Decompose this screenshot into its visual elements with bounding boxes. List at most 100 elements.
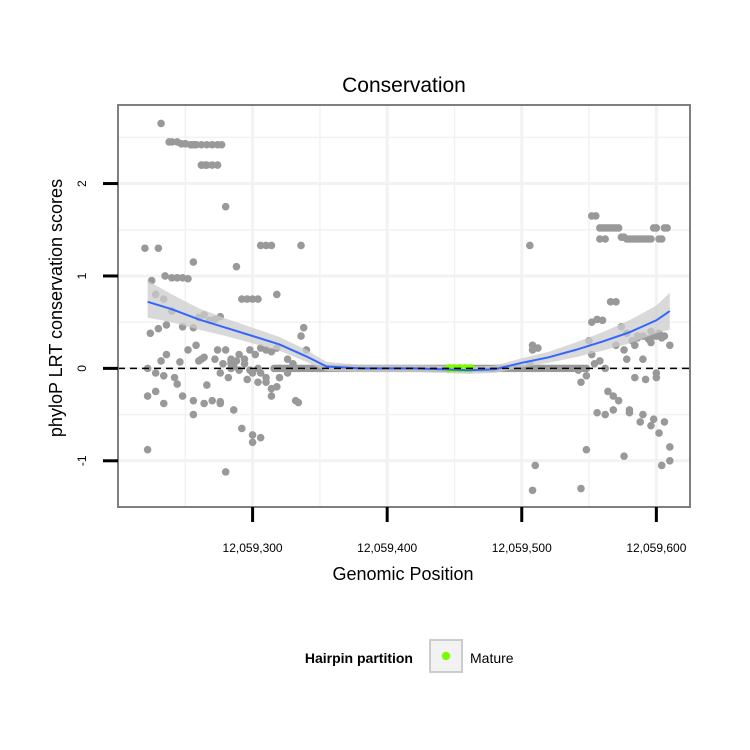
legend: Hairpin partition Mature	[305, 639, 514, 673]
data-point	[251, 350, 260, 359]
data-point	[636, 418, 645, 426]
data-point	[262, 241, 270, 250]
data-point	[641, 375, 650, 384]
data-point	[184, 346, 192, 354]
data-point	[168, 274, 176, 282]
data-point	[620, 452, 628, 460]
data-point	[217, 140, 226, 149]
x-axis-title: Genomic Position	[332, 564, 473, 584]
data-point	[162, 321, 171, 329]
data-point	[254, 295, 262, 303]
data-point	[232, 262, 241, 271]
data-point	[213, 346, 222, 354]
data-point	[622, 355, 631, 363]
panel-border	[117, 104, 691, 508]
data-point	[273, 383, 281, 391]
data-point	[168, 138, 176, 146]
legend-key-mature-dot	[441, 651, 451, 661]
data-point	[639, 410, 647, 419]
data-point	[299, 323, 308, 332]
data-point	[143, 445, 152, 454]
data-point	[208, 161, 217, 169]
data-point	[141, 244, 149, 253]
data-point	[297, 241, 305, 250]
data-point	[631, 341, 639, 350]
data-point	[256, 369, 265, 377]
data-point	[219, 359, 227, 368]
data-point	[248, 295, 257, 303]
legend-title: Hairpin partition	[305, 650, 413, 666]
data-point	[275, 373, 284, 382]
data-point	[213, 161, 222, 169]
data-point	[655, 429, 663, 437]
data-point	[186, 140, 195, 149]
data-point	[528, 346, 537, 354]
y-tick-label: 1	[75, 272, 89, 279]
data-point	[267, 347, 276, 356]
data-point	[235, 350, 243, 359]
data-point	[647, 338, 655, 347]
data-point	[151, 387, 160, 396]
data-point	[625, 406, 634, 414]
data-point	[652, 224, 661, 232]
data-point	[221, 346, 230, 354]
data-point	[666, 443, 674, 451]
data-point	[238, 424, 246, 433]
data-point	[189, 258, 198, 266]
chart-title: Conservation	[342, 74, 466, 97]
data-point	[663, 224, 671, 232]
y-tick-label: 0	[75, 365, 89, 372]
data-point	[248, 438, 257, 447]
data-point	[601, 364, 610, 373]
data-point	[652, 369, 661, 377]
panel-background	[118, 105, 690, 507]
data-point	[267, 392, 276, 400]
data-point	[657, 235, 666, 243]
data-point	[216, 369, 225, 377]
data-point	[657, 334, 666, 342]
data-point	[273, 290, 281, 299]
data-point	[639, 355, 647, 363]
y-tick-label: 2	[75, 180, 89, 187]
data-point	[283, 355, 292, 363]
data-point	[170, 373, 179, 382]
data-point	[649, 415, 658, 424]
data-point	[256, 241, 265, 250]
x-tick-label: 12,059,400	[357, 541, 417, 555]
data-point	[221, 468, 230, 476]
data-point	[657, 461, 666, 470]
data-point	[194, 357, 203, 365]
data-point	[246, 346, 254, 354]
data-point	[192, 341, 200, 350]
data-point	[178, 392, 187, 400]
data-point	[157, 357, 165, 365]
data-point	[189, 410, 198, 419]
data-point	[291, 396, 300, 405]
y-axis: -1 0 1 2	[75, 180, 118, 466]
data-point	[267, 241, 276, 250]
data-point	[591, 212, 600, 220]
data-point	[203, 381, 211, 389]
data-point	[243, 375, 252, 384]
data-point	[647, 235, 655, 243]
data-point	[154, 324, 163, 333]
data-point	[184, 274, 192, 283]
data-point	[262, 378, 270, 387]
data-point	[221, 202, 230, 211]
data-point	[666, 341, 674, 350]
data-point	[162, 350, 171, 359]
x-tick-label: 12,059,600	[626, 541, 686, 555]
data-point	[243, 295, 252, 303]
data-point	[240, 355, 249, 363]
data-point	[159, 399, 168, 408]
data-point	[173, 380, 182, 388]
y-tick-label: -1	[75, 455, 89, 466]
data-point	[609, 406, 618, 414]
data-point	[151, 369, 160, 377]
data-point	[606, 298, 615, 306]
data-point	[609, 392, 618, 400]
data-point	[620, 346, 628, 354]
x-tick-label: 12,059,300	[223, 541, 283, 555]
